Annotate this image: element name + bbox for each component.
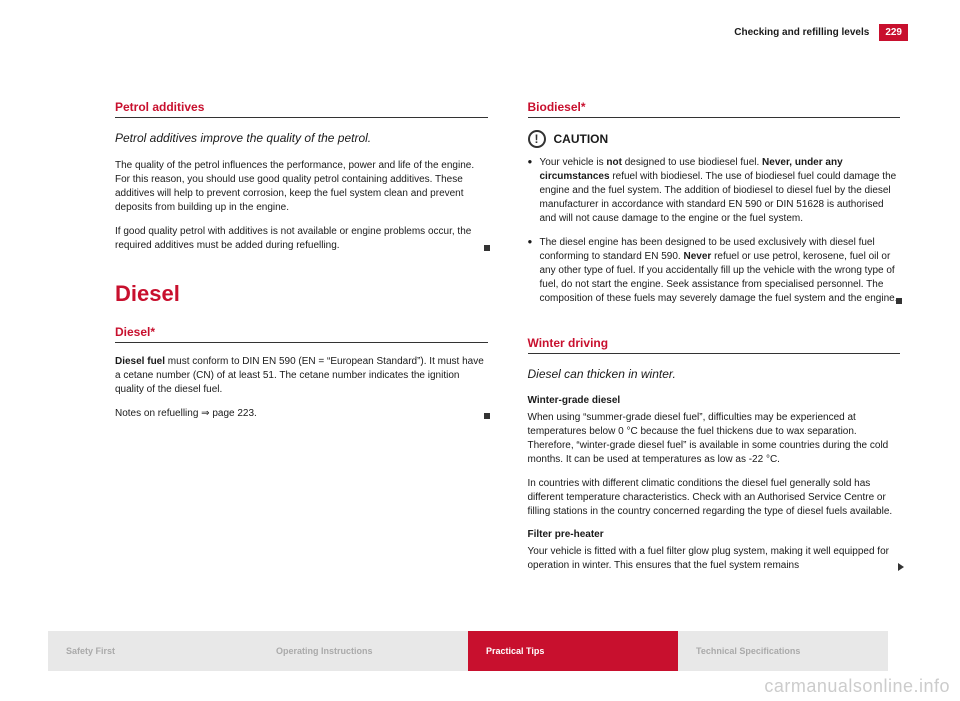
paragraph-text: Your vehicle is fitted with a fuel filte… [528, 546, 889, 571]
body-paragraph: Diesel fuel must conform to DIN EN 590 (… [115, 355, 488, 397]
body-paragraph: Notes on refuelling ⇒ page 223. [115, 407, 488, 421]
body-paragraph: When using “summer-grade diesel fuel”, d… [528, 411, 901, 467]
caution-bullet: The diesel engine has been designed to b… [528, 236, 901, 306]
caution-icon: ! [528, 130, 546, 148]
subheading: Winter-grade diesel [528, 395, 901, 406]
section-title-winter-driving: Winter driving [528, 336, 901, 354]
bold-text: Never [683, 251, 711, 262]
section-title-petrol-additives: Petrol additives [115, 100, 488, 118]
caution-header: ! CAUTION [528, 130, 901, 148]
bold-text: Diesel fuel [115, 356, 165, 367]
section-title-diesel: Diesel* [115, 325, 488, 343]
section-subtitle: Diesel can thicken in winter. [528, 366, 901, 383]
paragraph-text: Notes on refuelling ⇒ page 223. [115, 408, 257, 419]
content-area: Petrol additives Petrol additives improv… [115, 100, 900, 583]
body-paragraph: If good quality petrol with additives is… [115, 225, 488, 253]
section-title-biodiesel: Biodiesel* [528, 100, 901, 118]
page-number-badge: 229 [879, 24, 908, 41]
section-subtitle: Petrol additives improve the quality of … [115, 130, 488, 147]
bold-text: not [606, 157, 622, 168]
bullet-text-part: designed to use biodiesel fuel. [622, 157, 762, 168]
tab-safety-first[interactable]: Safety First [48, 631, 258, 671]
page-header: Checking and refilling levels 229 [734, 24, 908, 41]
body-paragraph: Your vehicle is fitted with a fuel filte… [528, 545, 901, 573]
tab-practical-tips[interactable]: Practical Tips [468, 631, 678, 671]
chapter-heading-diesel: Diesel [115, 281, 488, 307]
left-column: Petrol additives Petrol additives improv… [115, 100, 488, 583]
subheading: Filter pre-heater [528, 529, 901, 540]
continued-icon [898, 563, 904, 571]
end-of-section-icon [484, 413, 490, 419]
end-of-section-icon [896, 298, 902, 304]
tab-technical-specifications[interactable]: Technical Specifications [678, 631, 888, 671]
paragraph-text: If good quality petrol with additives is… [115, 226, 471, 251]
header-chapter-title: Checking and refilling levels [734, 27, 869, 38]
bullet-text-part: Your vehicle is [540, 157, 607, 168]
manual-page: Checking and refilling levels 229 Petrol… [0, 0, 960, 701]
caution-label: CAUTION [554, 132, 609, 146]
body-paragraph: In countries with different climatic con… [528, 477, 901, 519]
right-column: Biodiesel* ! CAUTION Your vehicle is not… [528, 100, 901, 583]
watermark-text: carmanualsonline.info [764, 676, 950, 697]
tab-operating-instructions[interactable]: Operating Instructions [258, 631, 468, 671]
paragraph-text: must conform to DIN EN 590 (EN = “Europe… [115, 356, 484, 395]
footer-tabs: Safety First Operating Instructions Prac… [48, 631, 888, 671]
body-paragraph: The quality of the petrol influences the… [115, 159, 488, 215]
end-of-section-icon [484, 245, 490, 251]
caution-bullet: Your vehicle is not designed to use biod… [528, 156, 901, 226]
